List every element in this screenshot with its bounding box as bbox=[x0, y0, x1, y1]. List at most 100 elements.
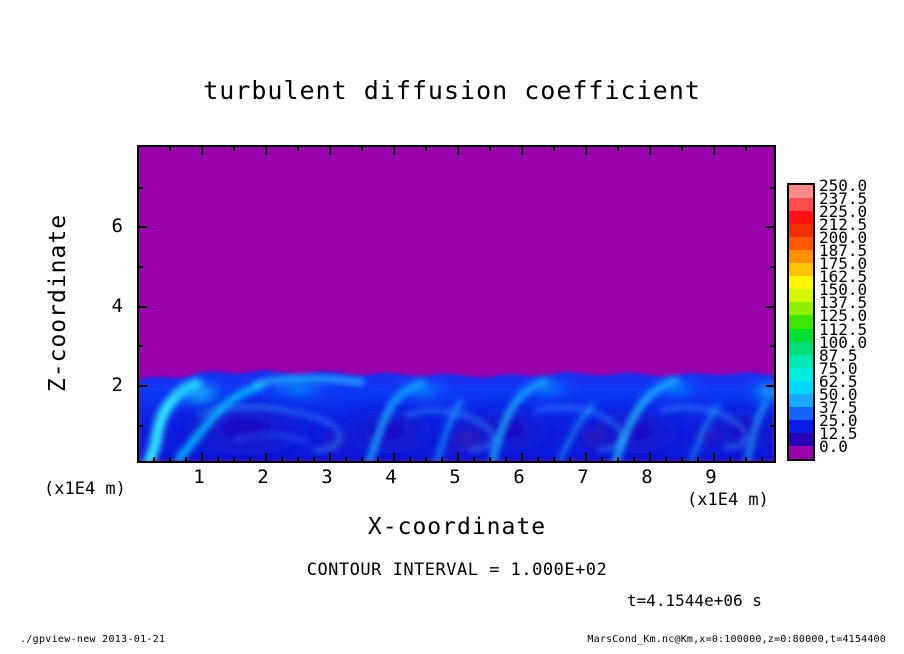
x-tick-major-top bbox=[649, 146, 651, 155]
x-tick-major bbox=[201, 453, 203, 462]
colorbar-band bbox=[789, 315, 813, 329]
x-tick-minor-top bbox=[297, 146, 299, 151]
x-axis-tick-label: 3 bbox=[321, 466, 333, 488]
y-tick-minor-right bbox=[770, 187, 775, 189]
colorbar-band bbox=[789, 367, 813, 381]
x-tick-minor bbox=[569, 457, 571, 462]
x-tick-minor bbox=[441, 457, 443, 462]
x-tick-major-top bbox=[521, 146, 523, 155]
colorbar-tick-label: 150.0 bbox=[819, 280, 868, 300]
x-tick-minor bbox=[761, 457, 763, 462]
x-tick-minor bbox=[425, 457, 427, 462]
x-tick-minor-top bbox=[745, 146, 747, 151]
footer-source-label: MarsCond_Km.nc@Km,x=0:100000,z=0:80000,t… bbox=[587, 634, 886, 645]
colorbar-tick-label: 37.5 bbox=[819, 397, 858, 417]
colorbar-tick-label: 0.0 bbox=[819, 436, 848, 456]
x-tick-minor bbox=[505, 457, 507, 462]
y-tick-minor bbox=[138, 187, 143, 189]
x-tick-major bbox=[457, 453, 459, 462]
x-tick-major bbox=[521, 453, 523, 462]
x-tick-minor-top bbox=[169, 146, 171, 151]
colorbar-tick-label: 137.5 bbox=[819, 293, 868, 313]
y-tick-minor bbox=[138, 266, 143, 268]
colorbar-tick-label: 187.5 bbox=[819, 241, 868, 261]
y-tick-major-right bbox=[766, 306, 775, 308]
colorbar-band bbox=[789, 354, 813, 368]
colorbar-band bbox=[789, 224, 813, 238]
x-tick-major bbox=[329, 453, 331, 462]
colorbar-band bbox=[789, 302, 813, 316]
x-tick-minor bbox=[729, 457, 731, 462]
colorbar bbox=[787, 183, 815, 461]
x-tick-minor bbox=[361, 457, 363, 462]
x-tick-major bbox=[713, 453, 715, 462]
colorbar-tick-label: 12.5 bbox=[819, 423, 858, 443]
x-axis-tick-label: 4 bbox=[385, 466, 397, 488]
x-tick-minor-top bbox=[681, 146, 683, 151]
colorbar-tick-label: 25.0 bbox=[819, 410, 858, 430]
colorbar-band bbox=[789, 250, 813, 264]
footer-command-label: ./gpview-new 2013-01-21 bbox=[20, 634, 166, 645]
x-tick-minor bbox=[697, 457, 699, 462]
x-tick-minor bbox=[169, 457, 171, 462]
x-tick-minor bbox=[217, 457, 219, 462]
x-tick-minor bbox=[617, 457, 619, 462]
y-tick-minor-right bbox=[770, 425, 775, 427]
y-tick-major-right bbox=[766, 226, 775, 228]
x-tick-minor-top bbox=[233, 146, 235, 151]
x-axis-title: X-coordinate bbox=[367, 514, 547, 540]
x-tick-minor bbox=[297, 457, 299, 462]
colorbar-tick-label: 100.0 bbox=[819, 332, 868, 352]
y-axis-tick-label: 4 bbox=[111, 295, 123, 317]
y-tick-minor-right bbox=[770, 266, 775, 268]
colorbar-tick-label: 87.5 bbox=[819, 345, 858, 365]
x-tick-minor bbox=[153, 457, 155, 462]
x-tick-major bbox=[649, 453, 651, 462]
time-stamp-label: t=4.1544e+06 s bbox=[627, 591, 762, 610]
colorbar-band bbox=[789, 341, 813, 355]
x-tick-major-top bbox=[585, 146, 587, 155]
colorbar-band bbox=[789, 276, 813, 290]
x-tick-minor bbox=[249, 457, 251, 462]
y-axis-title: Z-coordinate bbox=[45, 213, 71, 393]
colorbar-band bbox=[789, 185, 813, 199]
colorbar-band bbox=[789, 419, 813, 433]
colorbar-tick-label: 125.0 bbox=[819, 306, 868, 326]
x-axis-unit-label: (x1E4 m) bbox=[687, 490, 769, 510]
colorbar-tick-label: 62.5 bbox=[819, 371, 858, 391]
colorbar-band bbox=[789, 211, 813, 225]
x-tick-minor bbox=[313, 457, 315, 462]
colorbar-band bbox=[789, 406, 813, 420]
y-axis-tick-label: 2 bbox=[111, 374, 123, 396]
turbulence-field-heatmap bbox=[139, 147, 774, 461]
contour-interval-label: CONTOUR INTERVAL = 1.000E+02 bbox=[306, 560, 608, 580]
x-tick-major-top bbox=[713, 146, 715, 155]
x-tick-major-top bbox=[457, 146, 459, 155]
x-tick-minor-top bbox=[425, 146, 427, 151]
x-tick-minor bbox=[537, 457, 539, 462]
colorbar-tick-label: 162.5 bbox=[819, 267, 868, 287]
x-tick-major-top bbox=[201, 146, 203, 155]
x-tick-minor-top bbox=[489, 146, 491, 151]
y-tick-minor bbox=[138, 345, 143, 347]
colorbar-tick-label: 175.0 bbox=[819, 254, 868, 274]
colorbar-tick-label: 75.0 bbox=[819, 358, 858, 378]
x-tick-minor bbox=[409, 457, 411, 462]
colorbar-band bbox=[789, 328, 813, 342]
x-tick-minor bbox=[185, 457, 187, 462]
colorbar-tick-label: 250.0 bbox=[819, 176, 868, 195]
x-tick-major-top bbox=[329, 146, 331, 155]
colorbar-tick-label: 237.5 bbox=[819, 189, 868, 209]
x-tick-minor-top bbox=[553, 146, 555, 151]
y-tick-minor bbox=[138, 425, 143, 427]
y-axis-unit-label: (x1E4 m) bbox=[44, 479, 126, 499]
colorbar-band bbox=[789, 263, 813, 277]
x-tick-minor bbox=[681, 457, 683, 462]
y-tick-major bbox=[138, 385, 147, 387]
y-tick-major bbox=[138, 226, 147, 228]
x-axis-tick-label: 9 bbox=[705, 466, 717, 488]
y-tick-major bbox=[138, 306, 147, 308]
x-tick-minor-top bbox=[617, 146, 619, 151]
colorbar-band bbox=[789, 432, 813, 446]
x-tick-minor bbox=[489, 457, 491, 462]
